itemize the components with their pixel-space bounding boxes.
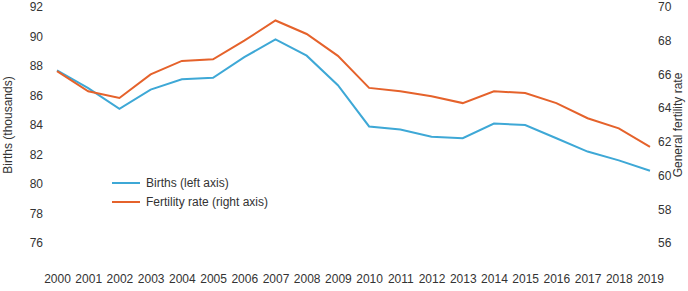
tick: 2003	[138, 243, 165, 286]
tick-label: 70	[658, 0, 672, 14]
tick-label: 82	[30, 148, 44, 162]
y2-axis-title: General fertility rate	[671, 72, 685, 177]
tick-label: 2017	[575, 272, 602, 286]
tick-label: 2013	[450, 272, 477, 286]
tick: 2012	[419, 243, 446, 286]
tick: 92	[30, 0, 57, 14]
tick-label: 2006	[231, 272, 258, 286]
tick: 2010	[356, 243, 383, 286]
x-axis: 2000 2001 2002 2003 2004 2005 2006 2007 2008 2009…	[44, 243, 664, 286]
plot: 2000 2001 2002 2003 2004 2005 2006 2007 2008 2009…	[30, 0, 672, 285]
tick: 2016	[544, 243, 571, 286]
tick: 76	[30, 236, 57, 250]
tick: 84	[30, 118, 57, 132]
tick-label: 86	[30, 89, 44, 103]
tick-label: 84	[30, 118, 44, 132]
tick: 2009	[325, 243, 352, 286]
y2-axis: 56 58 60 62 64 66 68 70	[650, 0, 672, 250]
tick-label: 2007	[263, 272, 290, 286]
lines	[57, 20, 650, 170]
y2-axis-line	[650, 8, 651, 244]
y-axis: 76 78 80 82 84 86 88 90 92	[30, 0, 58, 250]
tick: 90	[30, 30, 57, 44]
tick: 70	[650, 0, 672, 14]
tick-label: 2015	[512, 272, 539, 286]
tick-label: 2010	[356, 272, 383, 286]
legend-item: Births (left axis)	[112, 176, 229, 190]
tick: 82	[30, 148, 57, 162]
tick-label: 2009	[325, 272, 352, 286]
tick: 64	[650, 101, 672, 115]
tick-label: 68	[658, 34, 672, 48]
tick: 88	[30, 59, 57, 73]
tick-label: 2005	[200, 272, 227, 286]
tick-label: 2000	[44, 272, 71, 286]
tick: 2001	[75, 243, 102, 286]
tick-label: 78	[30, 207, 44, 221]
tick: 2008	[294, 243, 321, 286]
tick-label: 2008	[294, 272, 321, 286]
legend-swatch	[112, 201, 140, 203]
y-axis-line	[57, 8, 58, 244]
tick: 2015	[512, 243, 539, 286]
tick: 62	[650, 135, 672, 149]
tick: 58	[650, 203, 672, 217]
tick-label: 58	[658, 203, 672, 217]
tick-label: 76	[30, 236, 44, 250]
tick: 2005	[200, 243, 227, 286]
series-line	[57, 20, 650, 146]
tick: 86	[30, 89, 57, 103]
legend: Births (left axis) Fertility rate (right …	[112, 176, 268, 209]
tick: 2017	[575, 243, 602, 286]
tick: 2018	[606, 243, 633, 286]
legend-label: Births (left axis)	[146, 176, 229, 190]
tick-label: 62	[658, 135, 672, 149]
tick-label: 2004	[169, 272, 196, 286]
chart: 2000 2001 2002 2003 2004 2005 2006 2007 2008 2009…	[0, 0, 688, 291]
tick-label: 64	[658, 101, 672, 115]
tick-label: 56	[658, 236, 672, 250]
tick-label: 2018	[606, 272, 633, 286]
tick: 60	[650, 169, 672, 183]
tick: 2011	[388, 243, 414, 286]
tick: 2007	[263, 243, 290, 286]
legend-item: Fertility rate (right axis)	[112, 195, 268, 209]
legend-swatch	[112, 182, 140, 184]
x-axis-line	[58, 243, 651, 244]
tick-label: 80	[30, 177, 44, 191]
tick-label: 2002	[107, 272, 134, 286]
tick-label: 92	[30, 0, 44, 14]
tick-label: 2011	[388, 272, 414, 286]
tick-label: 60	[658, 169, 672, 183]
tick: 78	[30, 207, 57, 221]
tick: 2000	[44, 243, 71, 286]
y-axis-title: Births (thousands)	[1, 76, 15, 173]
legend-label: Fertility rate (right axis)	[146, 195, 268, 209]
tick: 80	[30, 177, 57, 191]
tick: 2004	[169, 243, 196, 286]
tick: 2002	[107, 243, 134, 286]
tick-label: 2001	[75, 272, 102, 286]
tick-label: 2003	[138, 272, 165, 286]
tick: 2014	[481, 243, 508, 286]
tick: 66	[650, 68, 672, 82]
tick: 2013	[450, 243, 477, 286]
tick-label: 2014	[481, 272, 508, 286]
tick-label: 66	[658, 68, 672, 82]
tick: 68	[650, 34, 672, 48]
tick-label: 2019	[637, 272, 664, 286]
tick-label: 90	[30, 30, 44, 44]
tick-label: 2012	[419, 272, 446, 286]
tick-label: 88	[30, 59, 44, 73]
tick: 56	[650, 236, 672, 250]
tick: 2006	[231, 243, 258, 286]
tick-label: 2016	[544, 272, 571, 286]
